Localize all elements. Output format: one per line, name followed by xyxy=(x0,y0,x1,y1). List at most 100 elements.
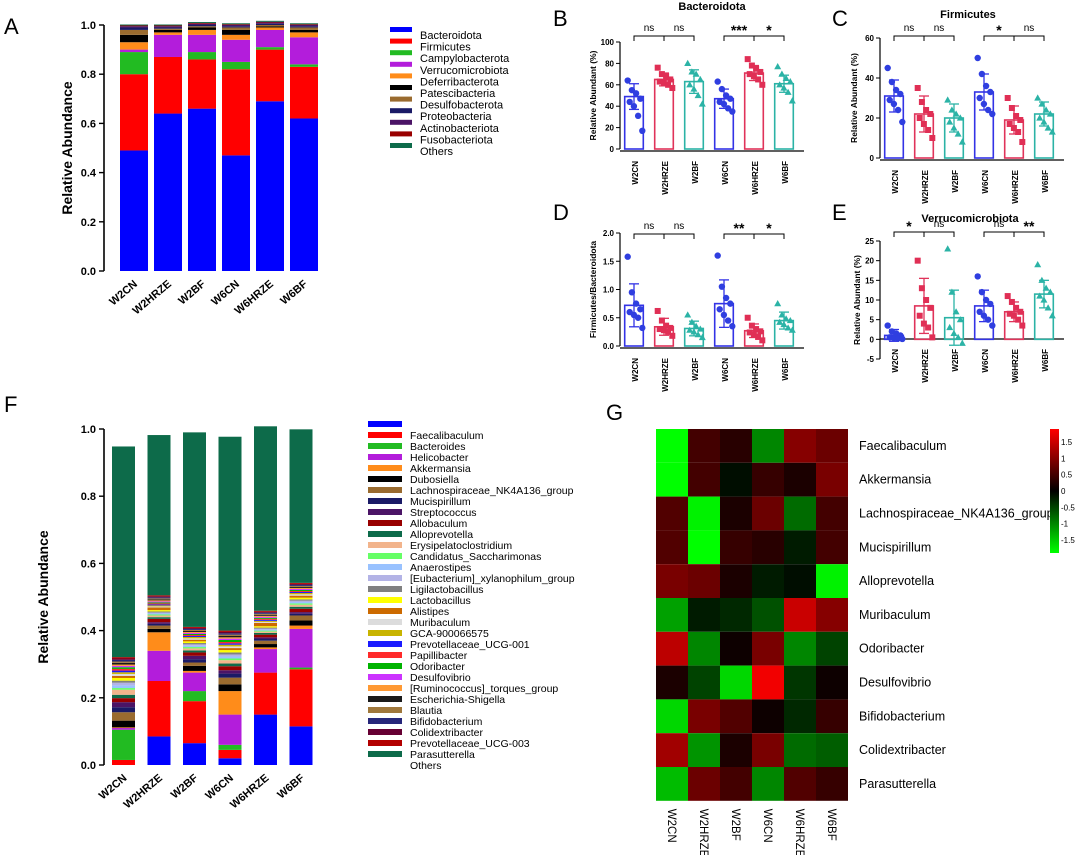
bar-segment xyxy=(112,667,135,669)
data-point xyxy=(663,322,670,329)
data-point xyxy=(950,329,958,337)
bar-segment xyxy=(112,664,135,666)
bar-segment xyxy=(289,591,313,593)
bar-segment xyxy=(222,26,250,28)
colorbar-tick-label: 1.5 xyxy=(1061,438,1073,447)
data-point xyxy=(637,95,644,102)
heatmap-row-label: Faecalibaculum xyxy=(859,439,947,453)
data-point xyxy=(690,328,698,335)
data-point xyxy=(952,110,960,117)
x-tick-label: W6BF xyxy=(278,278,310,307)
data-point xyxy=(634,314,642,321)
significance-label: ns xyxy=(934,23,945,34)
x-tick-label: W2HRZE xyxy=(921,348,930,382)
bar-segment xyxy=(289,586,313,588)
significance-bracket xyxy=(923,35,955,41)
y-tick-label: 0.4 xyxy=(81,168,97,180)
x-tick-label: W6BF xyxy=(1041,170,1050,193)
bar-segment xyxy=(147,606,171,608)
bar-segment xyxy=(183,627,206,629)
data-point xyxy=(1048,128,1056,135)
dotbar-chart-d: 0.0 0.5 1.0 1.5 2.0 Firmicutes/Bacteroidota W2… xyxy=(588,220,804,392)
bar-segment xyxy=(289,628,313,668)
bar-segment xyxy=(183,645,206,648)
data-point xyxy=(782,315,790,322)
heatmap-cell xyxy=(784,429,816,463)
charts-layer: 0.0 0.2 0.4 0.6 0.8 1.0 Relative Abundance W2CN… xyxy=(35,1,1075,855)
bar-segment xyxy=(256,49,284,102)
y-tick-label: 0.2 xyxy=(81,217,96,229)
bar-segment xyxy=(147,602,171,604)
bar-segment xyxy=(256,25,284,27)
data-point xyxy=(1034,94,1042,101)
significance-bracket xyxy=(753,233,785,239)
heatmap-cell xyxy=(816,767,848,801)
bar-segment xyxy=(120,74,148,151)
data-point xyxy=(1004,293,1011,300)
bar-segment xyxy=(120,42,148,50)
legend-label: Colidextribacter xyxy=(410,727,483,739)
significance-label: * xyxy=(996,22,1002,38)
y-tick-label: 20 xyxy=(605,124,614,133)
legend-label: Actinobacteriota xyxy=(420,123,500,135)
bar-segment xyxy=(254,622,277,627)
bar-segment xyxy=(222,69,250,156)
bar-segment xyxy=(188,22,216,24)
panel-label-f: F xyxy=(4,392,17,417)
bar-segment xyxy=(218,656,242,659)
bar-segment xyxy=(218,744,242,750)
bar-segment xyxy=(112,658,135,660)
data-point xyxy=(729,108,736,115)
heatmap-cell xyxy=(784,598,816,632)
data-point xyxy=(759,81,766,88)
x-tick-label: W2CN xyxy=(631,161,640,185)
bar-segment xyxy=(112,689,135,695)
heatmap-cell xyxy=(816,733,848,767)
heatmap-row-label: Bifidobacterium xyxy=(859,709,945,723)
legend-label: Others xyxy=(420,146,454,158)
bar-segment xyxy=(147,614,171,616)
data-point xyxy=(987,88,994,96)
data-point xyxy=(1040,118,1048,125)
heatmap-row-label: Parasutterella xyxy=(859,777,936,791)
bar-segment xyxy=(222,25,250,27)
bar-segment xyxy=(254,632,277,635)
x-tick-label: W6BF xyxy=(1041,349,1050,372)
heatmap-cell xyxy=(720,496,752,531)
heatmap-cell xyxy=(784,733,816,767)
data-point xyxy=(788,97,796,104)
data-point xyxy=(774,300,782,307)
legend-label: Blautia xyxy=(410,705,442,717)
data-point xyxy=(956,316,964,323)
y-tick-label: 20 xyxy=(865,257,874,266)
data-point xyxy=(628,289,636,296)
bar-segment xyxy=(154,29,182,33)
data-point xyxy=(950,124,958,131)
data-point xyxy=(632,300,640,307)
data-point xyxy=(786,316,794,324)
x-tick-label: W2HRZE xyxy=(921,169,930,203)
legend-swatch xyxy=(368,509,402,515)
bar-segment xyxy=(188,25,216,27)
data-point xyxy=(694,91,702,99)
bar-segment xyxy=(183,643,206,645)
legend-label: Escherichia-Shigella xyxy=(410,694,505,706)
bar-segment xyxy=(120,49,148,53)
bar-segment xyxy=(218,663,242,667)
bar-segment xyxy=(112,665,135,668)
data-point xyxy=(899,335,906,343)
bar-segment xyxy=(289,429,313,583)
heatmap-col-label: W6CN xyxy=(761,809,773,843)
y-tick-label: 0.4 xyxy=(81,626,97,638)
heatmap-cell xyxy=(784,564,816,598)
bar-segment xyxy=(147,605,171,607)
legend-label: Candidatus_Saccharimonas xyxy=(410,551,541,563)
heatmap-cell xyxy=(720,733,752,767)
bar-segment xyxy=(218,660,242,664)
heatmap-cell xyxy=(752,496,784,531)
panel-label-g: G xyxy=(606,400,623,425)
heatmap-cell xyxy=(688,496,720,531)
heatmap-cell xyxy=(784,665,816,700)
data-point xyxy=(782,74,790,81)
bar-segment xyxy=(183,629,206,631)
